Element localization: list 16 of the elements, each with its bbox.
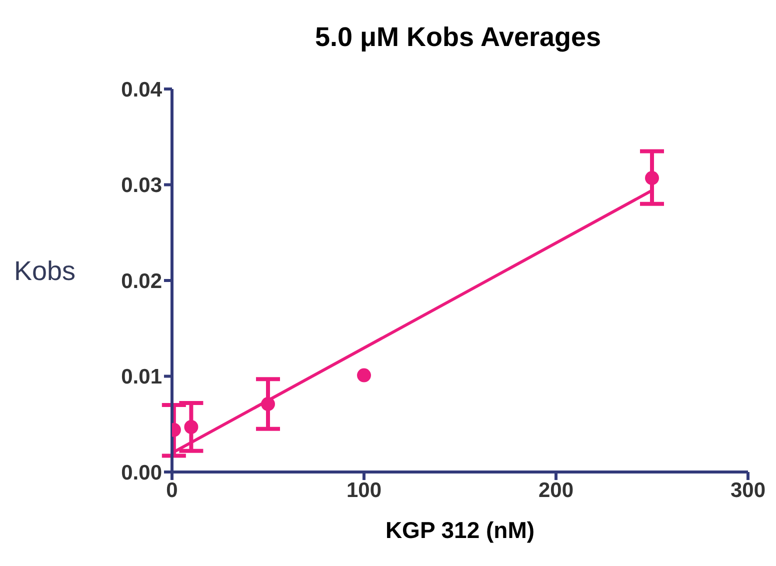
x-tick-label: 0 [166,478,178,502]
x-axis-title: KGP 312 (nM) [385,517,535,543]
point [357,368,371,382]
y-tick-label: 0.02 [121,270,162,293]
y-tick-label: 0.00 [121,461,162,484]
y-tick-label: 0.03 [121,174,162,198]
y-axis-title: Kobs [14,256,76,286]
x-tick-label: 200 [538,478,574,502]
point [261,397,275,412]
x-tick-label: 300 [730,478,766,502]
y-tick-label: 0.04 [121,78,162,102]
x-tick-label: 100 [346,478,382,502]
y-tick-label: 0.01 [121,366,162,389]
point [645,171,659,186]
point [184,420,198,434]
chart-title: 5.0 μM Kobs Averages [314,22,602,53]
